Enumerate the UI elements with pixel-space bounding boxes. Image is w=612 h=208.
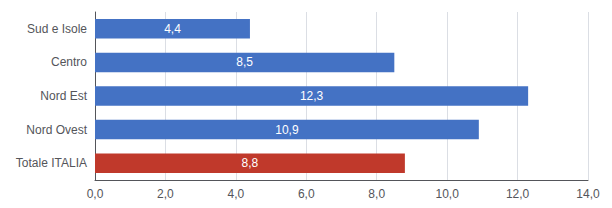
svg-text:Centro: Centro bbox=[51, 55, 87, 69]
svg-text:Nord Ovest: Nord Ovest bbox=[26, 123, 87, 137]
svg-text:8,0: 8,0 bbox=[368, 187, 385, 201]
svg-text:4,4: 4,4 bbox=[164, 22, 181, 36]
svg-text:6,0: 6,0 bbox=[298, 187, 315, 201]
svg-text:8,5: 8,5 bbox=[236, 55, 253, 69]
svg-text:4,0: 4,0 bbox=[228, 187, 245, 201]
svg-text:Nord Est: Nord Est bbox=[40, 89, 87, 103]
svg-text:10,9: 10,9 bbox=[275, 123, 299, 137]
svg-text:8,8: 8,8 bbox=[242, 156, 259, 170]
svg-text:Sud e Isole: Sud e Isole bbox=[27, 22, 87, 36]
svg-text:0,0: 0,0 bbox=[87, 187, 104, 201]
svg-text:12,3: 12,3 bbox=[300, 89, 324, 103]
svg-text:Totale ITALIA: Totale ITALIA bbox=[16, 156, 87, 170]
svg-text:2,0: 2,0 bbox=[157, 187, 174, 201]
svg-text:10,0: 10,0 bbox=[435, 187, 459, 201]
svg-text:14,0: 14,0 bbox=[576, 187, 600, 201]
svg-text:12,0: 12,0 bbox=[506, 187, 530, 201]
